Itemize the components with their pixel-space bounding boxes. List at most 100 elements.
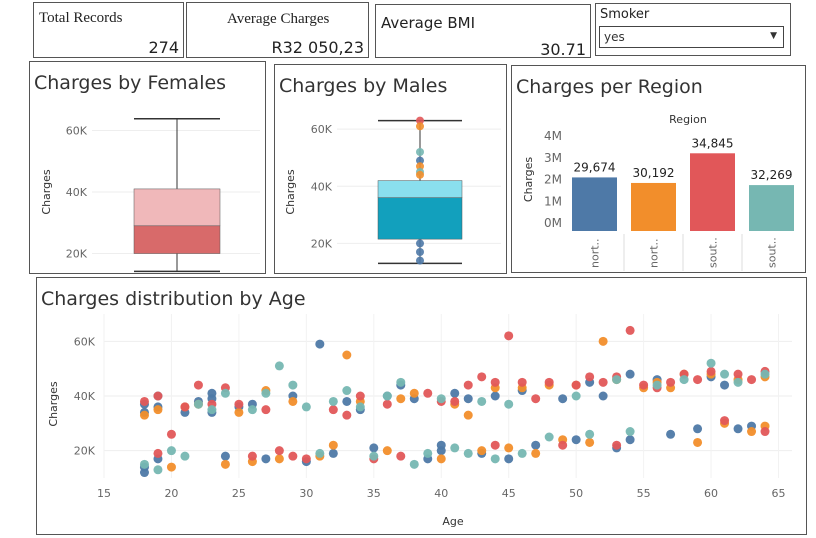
y-tick-label: 4M [544,129,562,143]
outlier-point [416,122,424,131]
scatter-point [463,380,473,390]
scatter-point [504,443,514,453]
y-tick-label: 1M [544,194,562,208]
scatter-point [153,391,163,401]
scatter-point [220,388,230,398]
scatter-point [234,407,244,417]
scatter-point [288,396,298,406]
scatter-point [288,451,298,461]
panel-title: Charges by Males [279,75,448,97]
kpi-total-records: Total Records 274 [33,2,184,58]
scatter-point [598,336,608,346]
scatter-point [706,366,716,376]
bar [572,177,617,231]
outlier-point [416,239,424,248]
scatter-point [693,424,703,434]
kpi-value: 274 [148,38,179,57]
females-box-plot: 20K 40K 60K Charges [40,118,260,273]
scatter-point [166,462,176,472]
x-tick-label: nort.. [589,238,602,268]
scatter-point [315,448,325,458]
scatter-point [504,399,514,409]
x-tick-label: 60 [704,487,718,500]
scatter-point [436,440,446,450]
outlier-point [416,156,424,165]
scatter-point [463,448,473,458]
scatter-point [436,394,446,404]
panel-region: Charges per Region Region 0M 1M 2M 3M 4M Charg… [511,65,806,273]
y-tick-label: 60K [74,335,96,348]
y-axis-title: Charges [522,157,535,202]
scatter-point [328,440,338,450]
x-tick-label: sout.. [766,237,779,268]
scatter-point [328,405,338,415]
scatter-point [274,446,284,456]
y-tick-label: 20K [311,237,333,250]
outlier-point [416,248,424,256]
scatter-point [450,396,460,406]
scatter-point [423,448,433,458]
scatter-point [625,427,635,437]
scatter-point [139,410,149,420]
scatter-point [747,375,757,385]
scatter-point [760,369,770,379]
scatter-point [423,388,433,398]
males-box-plot: 20K 40K 60K Charges [284,116,501,265]
scatter-point [693,437,703,447]
kpi-label: Total Records [39,10,123,26]
scatter-point [652,380,662,390]
scatter-point [153,465,163,475]
scatter-point [274,454,284,464]
scatter-point [153,405,163,415]
x-tick-label: 45 [502,487,516,500]
scatter-point [517,377,527,387]
scatter-point [571,435,581,445]
upper-box [377,180,463,198]
scatter-point [693,375,703,385]
y-tick-label: 60K [311,123,333,136]
outlier-point [416,170,424,179]
scatter-point [180,402,190,412]
scatter-point [153,448,163,458]
kpi-average-bmi: Average BMI 30.71 [375,4,591,59]
scatter-point [625,325,635,335]
outlier-point [416,148,424,156]
scatter-point [207,405,217,415]
scatter-point [585,437,595,447]
y-axis-title: Charges [47,381,60,426]
panel-females: Charges by Females 20K 40K 60K Charges [29,61,266,274]
scatter-point [409,459,419,469]
y-tick-label: 40K [66,186,88,199]
smoker-dropdown[interactable]: yes ▼ [599,26,784,48]
x-tick-label: 25 [232,487,246,500]
scatter-point [639,380,649,390]
y-axis-title: Charges [40,169,53,214]
scatter-point [234,399,244,409]
scatter-point [301,402,311,412]
scatter-point [342,410,352,420]
x-tick-label: 20 [164,487,178,500]
scatter-point [328,448,338,458]
scatter-point [450,443,460,453]
scatter-point [585,429,595,439]
scatter-point [315,339,325,349]
scatter-point [585,372,595,382]
scatter-point [733,377,743,387]
scatter-point [760,427,770,437]
bar-data-label: 30,192 [633,166,675,180]
scatter-point [261,454,271,464]
bar-data-label: 34,845 [692,136,734,150]
scatter-point [558,394,568,404]
x-tick-label: 15 [97,487,111,500]
kpi-value: R32 050,23 [271,38,364,57]
bar [631,182,676,231]
scatter-point [504,454,514,464]
panel-title: Charges distribution by Age [41,288,306,310]
scatter-point [369,451,379,461]
y-tick-label: 3M [544,151,562,165]
scatter-point [288,380,298,390]
scatter-point [747,427,757,437]
chevron-down-icon[interactable]: ▼ [770,31,777,41]
x-tick-label: 35 [367,487,381,500]
scatter-point [666,377,676,387]
